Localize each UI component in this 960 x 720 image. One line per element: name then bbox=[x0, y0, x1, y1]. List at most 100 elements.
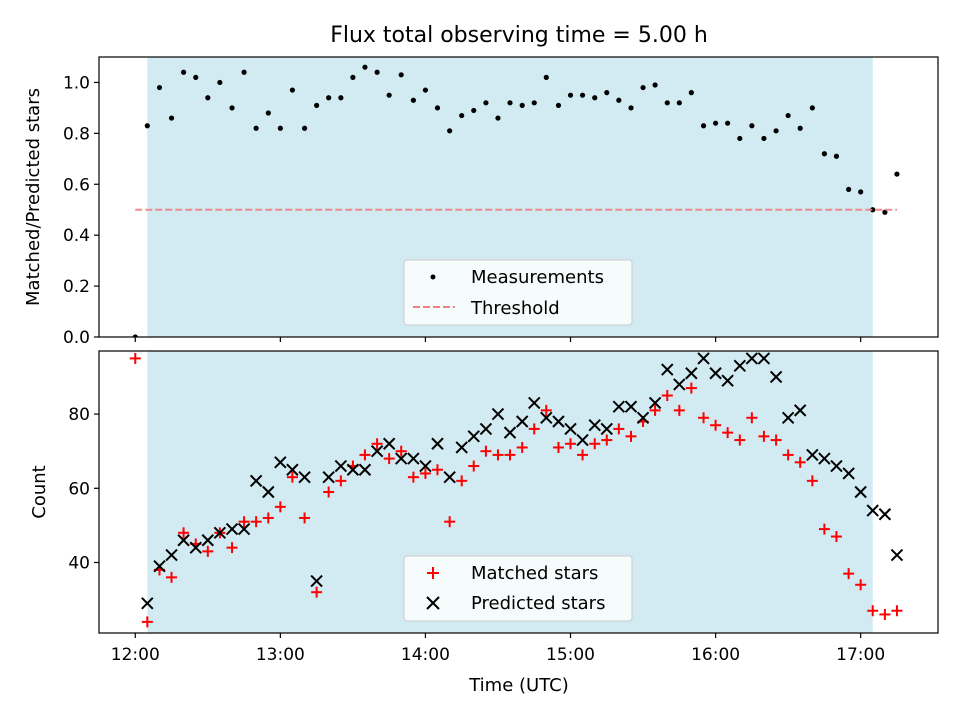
bottom-legend: Matched stars Predicted stars bbox=[403, 555, 633, 622]
matched-star-point bbox=[770, 434, 782, 446]
predicted-star-point bbox=[201, 534, 215, 547]
top-y-tick-label: 0.6 bbox=[63, 175, 90, 195]
predicted-star-point bbox=[685, 367, 698, 380]
predicted-star-point bbox=[842, 467, 855, 480]
predicted-star-point bbox=[249, 474, 263, 488]
matched-star-point bbox=[722, 427, 734, 439]
matched-star-point bbox=[480, 445, 492, 457]
measurement-point bbox=[592, 95, 598, 101]
predicted-star-point bbox=[141, 597, 154, 610]
measurement-point bbox=[616, 97, 622, 103]
measurement-point bbox=[193, 74, 199, 80]
predicted-star-point bbox=[757, 352, 771, 365]
measurement-point bbox=[495, 115, 501, 121]
matched-star-point bbox=[794, 456, 806, 468]
measurement-point bbox=[870, 207, 876, 213]
matched-star-point bbox=[238, 516, 250, 528]
matched-star-point bbox=[323, 486, 335, 498]
measurement-point bbox=[519, 102, 525, 108]
matched-star-point bbox=[855, 579, 867, 591]
predicted-star-point bbox=[588, 419, 601, 432]
top-y-tick-label: 1.0 bbox=[63, 73, 90, 93]
matched-star-point bbox=[129, 352, 141, 364]
matched-star-point bbox=[202, 545, 214, 557]
predicted-star-point bbox=[673, 378, 686, 391]
measurement-point bbox=[144, 123, 150, 129]
predicted-star-point bbox=[552, 415, 565, 428]
matched-star-point bbox=[166, 571, 178, 583]
matched-star-point bbox=[552, 441, 564, 453]
matched-star-point bbox=[867, 605, 879, 617]
measurement-point bbox=[205, 95, 211, 101]
matched-star-point bbox=[710, 419, 722, 431]
top-y-tick-label: 0.8 bbox=[63, 124, 90, 144]
matched-star-point bbox=[383, 453, 395, 465]
top-y-tick-label: 0.0 bbox=[63, 328, 90, 348]
x-tick-label: 12:00 bbox=[111, 645, 160, 665]
bottom-y-axis-label: Count bbox=[29, 465, 50, 518]
measurement-point bbox=[628, 105, 634, 111]
predicted-star-point bbox=[419, 459, 432, 473]
bottom-axes-frame bbox=[98, 350, 939, 634]
measurement-point bbox=[241, 69, 247, 75]
measurement-point bbox=[894, 171, 900, 177]
predicted-star-point bbox=[334, 459, 348, 473]
predicted-star-point bbox=[661, 363, 674, 376]
measurement-point bbox=[543, 74, 549, 80]
matched-star-point bbox=[698, 412, 710, 424]
predicted-star-point bbox=[733, 359, 747, 373]
predicted-star-point bbox=[310, 574, 323, 588]
matched-star-point bbox=[830, 531, 842, 543]
predicted-star-point bbox=[358, 463, 372, 476]
measurement-point bbox=[882, 209, 888, 215]
predicted-star-point bbox=[455, 441, 468, 454]
measurement-point bbox=[253, 125, 259, 131]
predicted-star-point bbox=[431, 437, 444, 450]
predicted-star-point bbox=[479, 422, 493, 436]
matched-star-point bbox=[456, 475, 468, 487]
predicted-star-point bbox=[274, 456, 287, 469]
predicted-star-point bbox=[818, 452, 831, 465]
predicted-star-point bbox=[721, 374, 734, 387]
measurement-point bbox=[688, 90, 694, 96]
measurement-point bbox=[579, 92, 586, 98]
x-tick-label: 13:00 bbox=[256, 645, 305, 665]
measurement-point bbox=[700, 123, 707, 129]
matched-star-point bbox=[649, 404, 661, 416]
predicted-star-point bbox=[213, 526, 227, 540]
predicted-star-point bbox=[177, 534, 190, 547]
matched-star-point bbox=[806, 475, 818, 487]
measurement-point bbox=[749, 123, 755, 129]
matched-star-point bbox=[782, 449, 794, 461]
predicted-star-point bbox=[225, 522, 239, 536]
matched-star-point bbox=[262, 512, 274, 524]
measurement-point bbox=[156, 84, 163, 91]
matched-star-point bbox=[625, 430, 637, 442]
measurement-point bbox=[277, 125, 283, 131]
predicted-star-point bbox=[382, 437, 396, 450]
top-y-axis-label: Matched/Predicted stars bbox=[23, 88, 44, 306]
measurement-point bbox=[326, 95, 332, 101]
matched-star-point bbox=[274, 501, 286, 513]
matched-star-point bbox=[311, 586, 323, 598]
legend-matched-marker bbox=[427, 567, 439, 579]
measurement-point bbox=[338, 95, 344, 101]
measurement-point bbox=[725, 120, 731, 126]
measurement-point bbox=[507, 100, 513, 106]
predicted-star-point bbox=[407, 452, 420, 465]
matched-star-point bbox=[468, 460, 480, 472]
predicted-star-point bbox=[806, 448, 819, 462]
measurement-point bbox=[604, 90, 610, 96]
legend-measurements-label: Measurements bbox=[471, 267, 604, 288]
matched-star-point bbox=[226, 542, 238, 554]
top-axes-frame bbox=[98, 56, 939, 338]
measurement-point bbox=[567, 92, 574, 98]
measurement-point bbox=[229, 105, 235, 111]
predicted-star-point bbox=[503, 426, 517, 439]
matched-star-point bbox=[371, 438, 383, 450]
measurement-point bbox=[350, 74, 356, 80]
predicted-star-point bbox=[576, 433, 589, 447]
matched-star-point bbox=[516, 441, 528, 453]
top-legend: Measurements Threshold bbox=[403, 259, 633, 326]
bottom-y-tick-label: 60 bbox=[68, 479, 90, 499]
